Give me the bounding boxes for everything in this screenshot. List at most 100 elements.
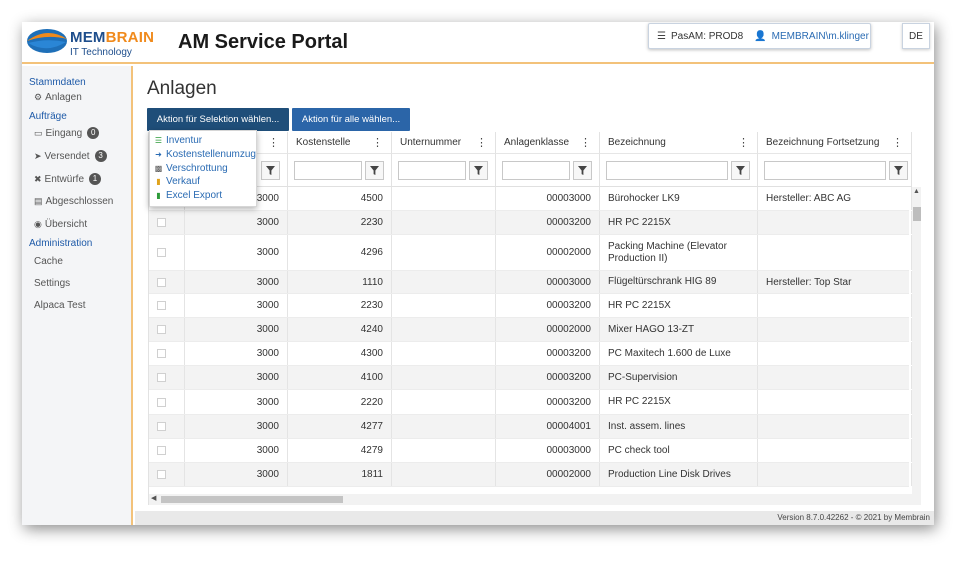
main-content: Anlagen Aktion für Selektion wählen... A…	[135, 66, 934, 525]
row-checkbox[interactable]	[157, 422, 166, 431]
vertical-scroll-thumb[interactable]	[913, 207, 921, 221]
table-row[interactable]: 3000 2230 00003200 HR PC 2215X	[149, 294, 912, 318]
filter-input-bezeichnung-fortsetzung[interactable]	[764, 161, 886, 180]
table-cell-klasse: 00002000	[496, 318, 600, 341]
column-header-unternummer[interactable]: Unternummer ⋮	[392, 132, 496, 154]
column-header-bezeichnung[interactable]: Bezeichnung ⋮	[600, 132, 758, 154]
table-row[interactable]: 3000 4240 00002000 Mixer HAGO 13-ZT	[149, 318, 912, 342]
column-menu-icon[interactable]: ⋮	[268, 137, 279, 149]
row-checkbox[interactable]	[157, 301, 166, 310]
column-header-bezeichnung-fortsetzung[interactable]: Bezeichnung Fortsetzung ⋮	[758, 132, 912, 154]
sidebar-section-auftraege: Aufträge	[29, 111, 67, 122]
table-row[interactable]: 3000 2220 00003200 HR PC 2215X	[149, 390, 912, 415]
sidebar-item-anlagen[interactable]: ⚙ Anlagen	[34, 92, 82, 103]
filter-icon[interactable]	[889, 161, 908, 180]
table-row[interactable]: 3000 1110 00003000 Flügeltürschrank HIG 89 H…	[149, 271, 912, 294]
table-cell-fort	[758, 463, 912, 486]
row-checkbox[interactable]	[157, 277, 166, 287]
table-cell-a: 3000	[185, 235, 288, 270]
row-checkbox[interactable]	[157, 325, 166, 334]
menu-item-verschrottung[interactable]: ▩ Verschrottung	[154, 161, 256, 175]
table-cell-kst: 2230	[288, 294, 392, 317]
membrain-logo	[27, 29, 67, 53]
row-checkbox[interactable]	[157, 470, 166, 479]
tools-icon: ✖	[34, 173, 42, 184]
menu-item-excel-export[interactable]: ▮ Excel Export	[154, 189, 256, 203]
horizontal-scroll-thumb[interactable]	[161, 496, 343, 503]
language-button[interactable]: DE	[902, 23, 930, 49]
filter-input-kostenstelle[interactable]	[294, 161, 362, 180]
table-cell-fort: Hersteller: Top Star	[758, 271, 912, 293]
table-cell-a: 3000	[185, 366, 288, 389]
sidebar-item-abgeschlossen[interactable]: ▤ Abgeschlossen	[34, 196, 113, 207]
table-row[interactable]: 3000 4277 00004001 Inst. assem. lines	[149, 415, 912, 439]
count-badge: 0	[87, 127, 100, 139]
table-cell-bez: PC-Supervision	[600, 366, 758, 389]
table-row[interactable]: 3000 4100 00003200 PC-Supervision	[149, 366, 912, 390]
column-header-anlagenklasse[interactable]: Anlagenklasse ⋮	[496, 132, 600, 154]
sidebar-item-entwuerfe[interactable]: ✖ Entwürfe 1	[34, 173, 102, 185]
scroll-up-icon[interactable]: ▲	[913, 188, 920, 195]
row-select-cell	[149, 211, 185, 234]
sidebar-item-settings[interactable]: Settings	[34, 278, 71, 289]
filter-icon[interactable]	[261, 161, 280, 180]
filter-icon[interactable]	[469, 161, 488, 180]
column-menu-icon[interactable]: ⋮	[476, 137, 487, 149]
filter-icon[interactable]	[731, 161, 750, 180]
action-all-button[interactable]: Aktion für alle wählen...	[292, 108, 410, 131]
column-header-label: Bezeichnung Fortsetzung	[766, 137, 880, 148]
row-select-cell	[149, 439, 185, 462]
filter-input-anlagenklasse[interactable]	[502, 161, 570, 180]
footer-version: Version 8.7.0.42262 - © 2021 by Membrain	[135, 511, 934, 525]
menu-item-verkauf[interactable]: ▮ Verkauf	[154, 175, 256, 189]
sidebar-item-label: Versendet	[44, 150, 90, 162]
sidebar-item-uebersicht[interactable]: ◉ Übersicht	[34, 219, 87, 230]
sidebar-item-cache[interactable]: Cache	[34, 256, 63, 267]
sidebar: Stammdaten ⚙ Anlagen Aufträge ▭ Eingang …	[22, 66, 133, 525]
table-row[interactable]: 3000 4296 00002000 Packing Machine (Elevato…	[149, 235, 912, 271]
table-cell-fort	[758, 366, 912, 389]
column-menu-icon[interactable]: ⋮	[892, 137, 903, 149]
table-cell-fort	[758, 390, 912, 414]
sidebar-item-versendet[interactable]: ➤ Versendet 3	[34, 150, 107, 162]
filter-icon[interactable]	[365, 161, 384, 180]
row-checkbox[interactable]	[157, 397, 166, 407]
menu-item-inventur[interactable]: ☰ Inventur	[154, 134, 256, 148]
sidebar-item-label: Übersicht	[44, 219, 88, 230]
menu-item-kostenstellenumzug[interactable]: ➜ Kostenstellenumzug	[154, 148, 256, 162]
column-menu-icon[interactable]: ⋮	[738, 137, 749, 149]
table-cell-bez: PC check tool	[600, 439, 758, 462]
scroll-left-icon[interactable]: ◀	[151, 495, 157, 502]
sidebar-item-eingang[interactable]: ▭ Eingang 0	[34, 127, 100, 139]
filter-input-unternummer[interactable]	[398, 161, 466, 180]
table-row[interactable]: 3000 4300 00003200 PC Maxitech 1.600 de Lux…	[149, 342, 912, 366]
table-cell-fort	[758, 318, 912, 341]
user-link[interactable]: MEMBRAIN\m.klinger	[771, 30, 869, 42]
vertical-scrollbar[interactable]: ▲	[912, 187, 921, 505]
column-menu-icon[interactable]: ⋮	[372, 137, 383, 149]
column-menu-icon[interactable]: ⋮	[580, 137, 591, 149]
table-row[interactable]: 3000 2230 00003200 HR PC 2215X	[149, 211, 912, 235]
table-row[interactable]: 3000 4500 00003000 Bürohocker LK9 Hersteller…	[149, 187, 912, 211]
row-checkbox[interactable]	[157, 373, 166, 382]
sidebar-item-label: Abgeschlossen	[45, 196, 114, 207]
table-cell-bez: Flügeltürschrank HIG 89	[600, 271, 758, 293]
action-selection-button[interactable]: Aktion für Selektion wählen...	[147, 108, 289, 131]
environment-user-box[interactable]: ☰ PasAM: PROD8 👤 MEMBRAIN\m.klinger	[648, 23, 871, 49]
column-header-kostenstelle[interactable]: Kostenstelle ⋮	[288, 132, 392, 154]
row-checkbox[interactable]	[157, 446, 166, 455]
row-checkbox[interactable]	[157, 218, 166, 227]
trash-icon: ▩	[154, 163, 163, 173]
sidebar-item-label: Entwürfe	[44, 173, 85, 185]
row-checkbox[interactable]	[157, 349, 166, 358]
table-row[interactable]: 3000 1811 00002000 Production Line Disk Dri…	[149, 463, 912, 487]
sidebar-item-alpaca-test[interactable]: Alpaca Test	[34, 300, 86, 311]
table-cell-a: 3000	[185, 342, 288, 365]
table-row[interactable]: 3000 4279 00003000 PC check tool	[149, 439, 912, 463]
table-cell-kst: 2230	[288, 211, 392, 234]
horizontal-scrollbar[interactable]: ◀	[149, 494, 912, 505]
filter-input-bezeichnung[interactable]	[606, 161, 728, 180]
filter-icon[interactable]	[573, 161, 592, 180]
row-checkbox[interactable]	[157, 248, 166, 257]
table-cell-klasse: 00003200	[496, 211, 600, 234]
